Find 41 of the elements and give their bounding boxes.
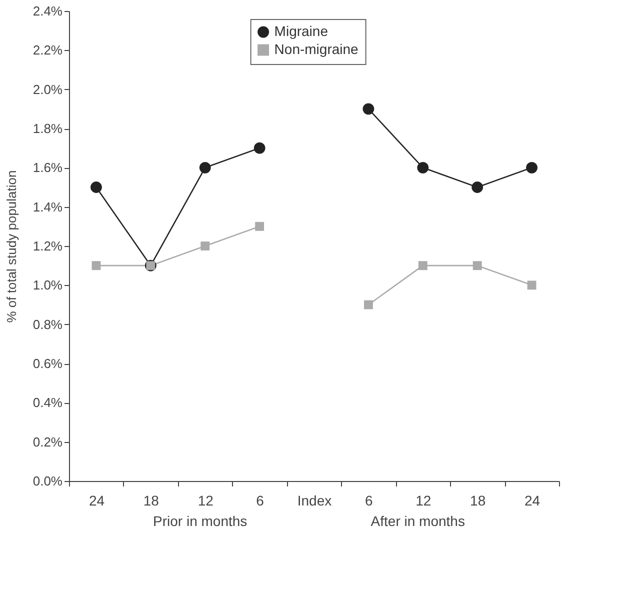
point: [472, 182, 484, 193]
legend-label: Non-migraine: [274, 41, 359, 57]
text: Prior in months: [153, 513, 248, 529]
x-tick-label: 24: [524, 492, 540, 508]
point: [527, 280, 536, 290]
legend-label: Migraine: [274, 23, 328, 39]
y-tick-label: 1.0%: [32, 278, 63, 293]
point: [200, 242, 210, 250]
y-axis-title: % of total study population: [4, 170, 19, 323]
y-tick-label: 0.6%: [32, 356, 63, 371]
text: After in months: [370, 513, 465, 529]
x-tick-label: 6: [365, 492, 374, 508]
y-tick-label: 1.6%: [32, 160, 63, 176]
x-tick-label: 18: [143, 492, 160, 508]
point: [255, 222, 264, 231]
point: [417, 162, 429, 174]
x-tick-label: 6: [256, 492, 264, 508]
point: [254, 142, 266, 154]
x-tick-label: 12: [416, 492, 432, 508]
point: [472, 261, 482, 270]
point: [526, 162, 538, 174]
y-tick-label: 2.0%: [32, 82, 63, 97]
point: [199, 162, 211, 174]
point: [362, 103, 374, 115]
y-tick-label: 1.4%: [32, 199, 63, 214]
point: [364, 300, 373, 310]
x-tick-label: 24: [88, 492, 105, 508]
x-tick-label: 12: [198, 492, 214, 508]
y-tick-label: 1.2%: [32, 238, 63, 254]
point: [418, 261, 428, 270]
x-tick-label: 18: [470, 492, 486, 508]
point: [90, 182, 102, 193]
y-tick-label: 0.2%: [32, 434, 63, 450]
point: [92, 261, 101, 270]
y-tick-label: 0.0%: [32, 474, 63, 488]
y-tick-label: 2.4%: [32, 4, 63, 18]
x-tick-label: Index: [297, 492, 332, 508]
y-tick-label: 0.8%: [32, 316, 63, 332]
y-tick-label: 0.4%: [32, 395, 63, 410]
y-tick-label: 1.8%: [32, 121, 63, 136]
y-tick-label: 2.2%: [32, 42, 63, 58]
